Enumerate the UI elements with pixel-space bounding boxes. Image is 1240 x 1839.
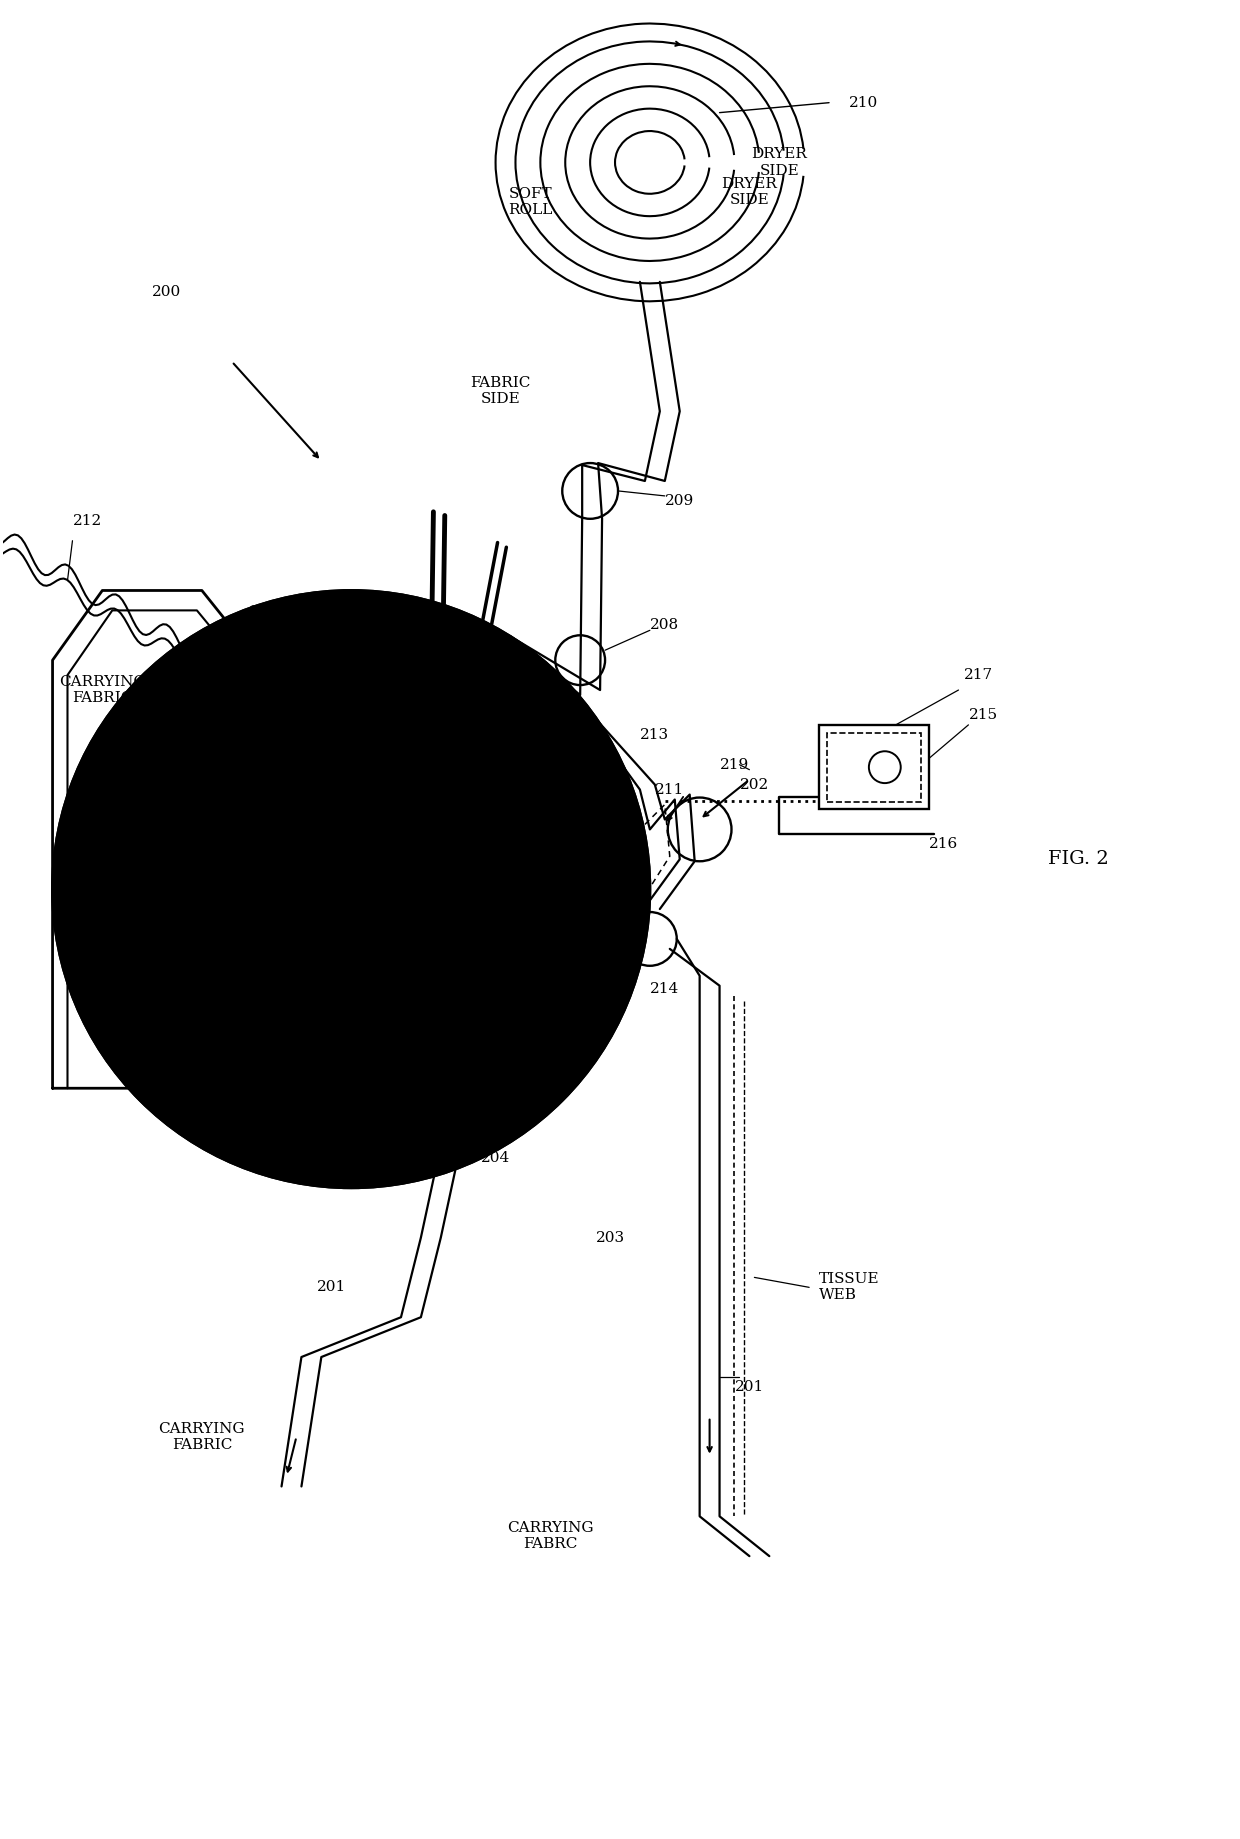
Text: 204: 204 (481, 1151, 510, 1164)
Text: CARRYING
FABRC: CARRYING FABRC (507, 1521, 594, 1552)
Circle shape (52, 590, 650, 1188)
Text: CARRYING
FABRIC: CARRYING FABRIC (159, 1422, 246, 1451)
Text: 215: 215 (968, 708, 998, 723)
Text: 201: 201 (316, 1280, 346, 1295)
Text: 200: 200 (153, 285, 181, 298)
Text: 207: 207 (407, 633, 435, 647)
Text: 206: 206 (481, 714, 510, 726)
Text: FABRIC
SIDE: FABRIC SIDE (470, 377, 531, 406)
Text: 212: 212 (72, 513, 102, 528)
Text: CARRYING
FABRIC: CARRYING FABRIC (60, 675, 145, 704)
Text: CREPED
WEB: CREPED WEB (248, 605, 315, 636)
Text: 211: 211 (655, 783, 684, 796)
Text: 205: 205 (347, 962, 376, 977)
Bar (820, 725, 929, 809)
Text: 216: 216 (929, 837, 959, 851)
Text: 201: 201 (735, 1379, 764, 1394)
Text: 214: 214 (650, 982, 680, 995)
Text: 210: 210 (849, 96, 878, 110)
Bar (827, 732, 920, 802)
Text: FIG. 2: FIG. 2 (1048, 850, 1109, 868)
Text: 218: 218 (296, 783, 326, 796)
Text: 209: 209 (665, 495, 694, 508)
Text: DRYER
SIDE: DRYER SIDE (722, 177, 777, 208)
Text: SOFT
ROLL: SOFT ROLL (508, 188, 553, 217)
Text: 203: 203 (595, 1230, 625, 1245)
Text: 202: 202 (740, 778, 769, 791)
Text: 219: 219 (720, 758, 749, 772)
Text: 208: 208 (650, 618, 680, 633)
Text: DRYER
SIDE: DRYER SIDE (751, 147, 807, 178)
Text: TISSUE
WEB: TISSUE WEB (820, 1273, 879, 1302)
Text: 217: 217 (963, 668, 993, 682)
Text: 213: 213 (640, 728, 670, 741)
